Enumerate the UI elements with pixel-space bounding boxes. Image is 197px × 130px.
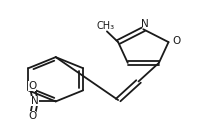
Text: N: N xyxy=(141,19,149,29)
Text: CH₃: CH₃ xyxy=(97,21,115,31)
Text: O: O xyxy=(28,111,36,121)
Text: N: N xyxy=(32,96,39,106)
Text: O: O xyxy=(173,36,181,46)
Text: O: O xyxy=(28,81,36,91)
